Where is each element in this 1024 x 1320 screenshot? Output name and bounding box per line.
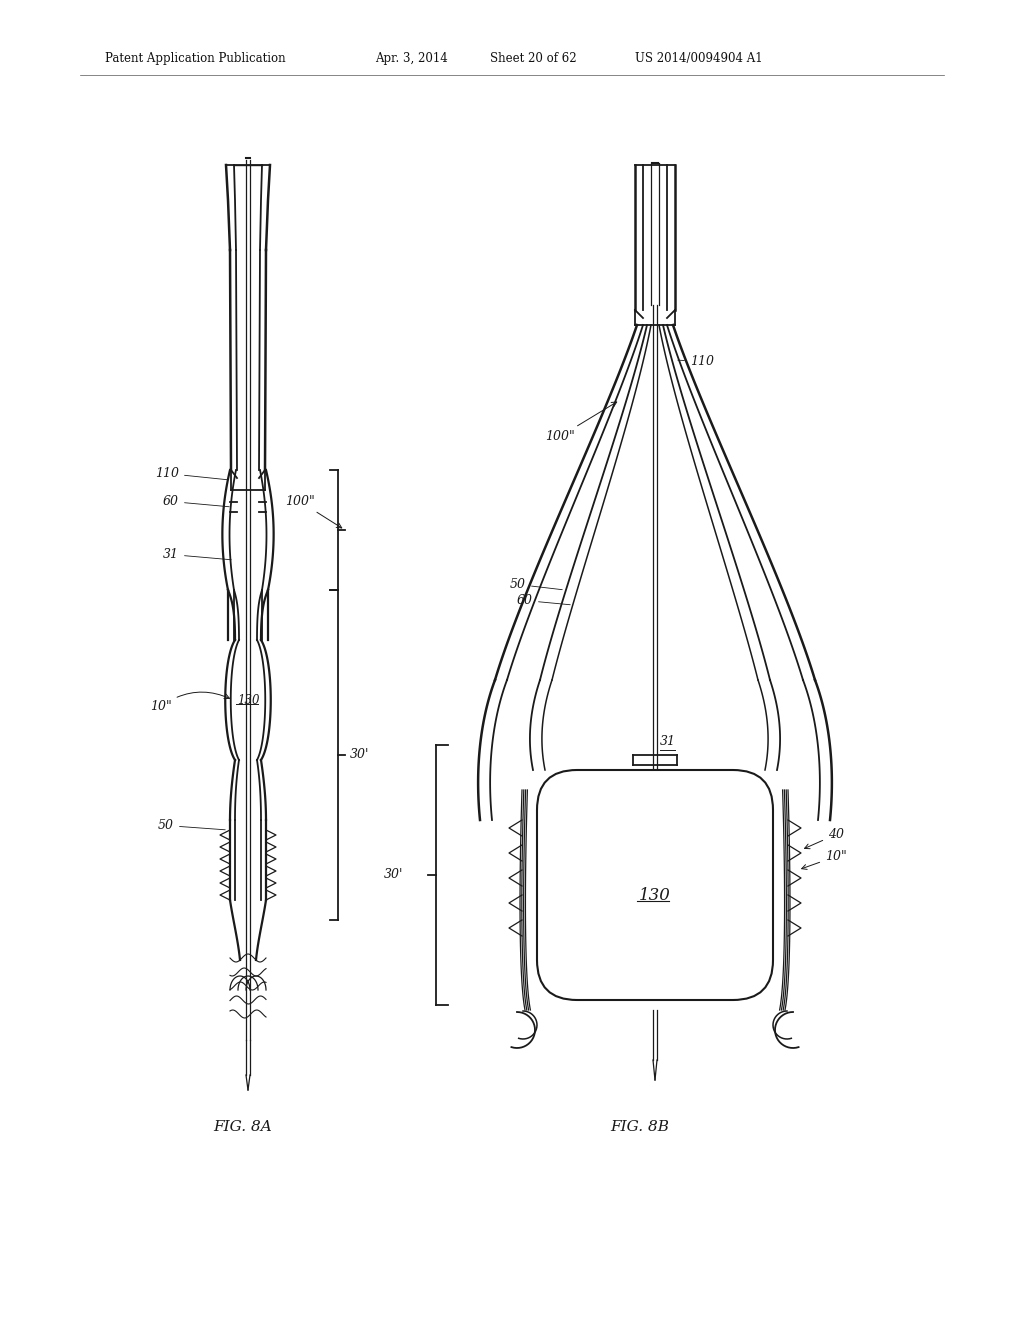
Text: 110: 110	[155, 467, 227, 480]
Text: 30': 30'	[350, 748, 370, 762]
Text: 100": 100"	[545, 403, 616, 444]
Text: 30': 30'	[384, 869, 403, 882]
Text: 100": 100"	[285, 495, 342, 528]
Text: 31: 31	[163, 548, 231, 561]
Text: FIG. 8B: FIG. 8B	[610, 1119, 669, 1134]
FancyBboxPatch shape	[537, 770, 773, 1001]
Text: Patent Application Publication: Patent Application Publication	[105, 51, 286, 65]
Text: 50: 50	[158, 818, 225, 832]
Text: 60: 60	[517, 594, 570, 607]
Text: 60: 60	[163, 495, 229, 508]
Text: 130: 130	[639, 887, 671, 903]
Text: US 2014/0094904 A1: US 2014/0094904 A1	[635, 51, 763, 65]
Text: 110: 110	[678, 355, 714, 368]
Text: Apr. 3, 2014: Apr. 3, 2014	[375, 51, 447, 65]
Text: 40: 40	[805, 828, 844, 849]
Text: 10": 10"	[150, 692, 229, 713]
Text: FIG. 8A: FIG. 8A	[213, 1119, 271, 1134]
Text: 31: 31	[660, 735, 676, 748]
Text: 10": 10"	[802, 850, 847, 870]
Text: 130: 130	[237, 693, 259, 706]
Text: Sheet 20 of 62: Sheet 20 of 62	[490, 51, 577, 65]
Text: 50: 50	[510, 578, 562, 591]
